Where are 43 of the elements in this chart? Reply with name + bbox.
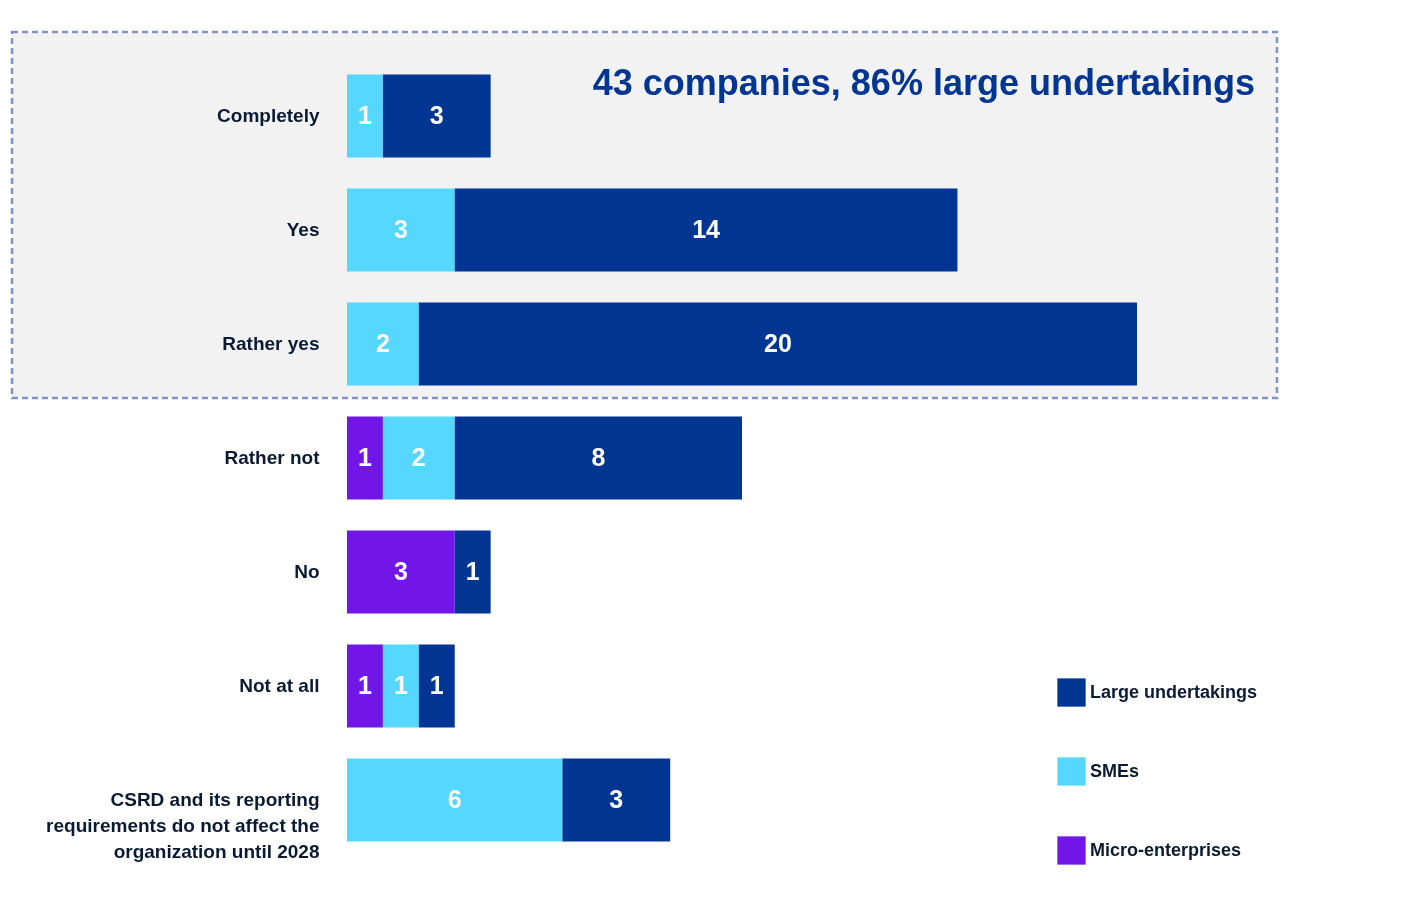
data-label: 3 bbox=[609, 784, 624, 813]
bar bbox=[382, 416, 455, 500]
y-tick-label: Rather not bbox=[224, 447, 321, 468]
bar bbox=[347, 644, 383, 728]
data-label: 3 bbox=[393, 215, 408, 244]
bar bbox=[382, 74, 491, 158]
legend-label: Micro-enterprises bbox=[1090, 839, 1242, 860]
bar bbox=[418, 302, 1137, 386]
data-label: 2 bbox=[375, 329, 390, 357]
legend-label: SMEs bbox=[1090, 760, 1140, 781]
bar bbox=[454, 188, 958, 272]
bar bbox=[418, 644, 455, 728]
bar bbox=[454, 416, 742, 500]
data-label: 1 bbox=[358, 101, 372, 130]
data-label: 3 bbox=[429, 101, 444, 130]
y-tick-label: CSRD and its reporting requirements do not affect the organization until 2028 bbox=[46, 788, 320, 862]
data-label: 1 bbox=[429, 670, 444, 699]
bar bbox=[347, 302, 419, 386]
bar bbox=[347, 530, 455, 614]
band-label: 43 companies, 86% large undertakings bbox=[592, 62, 1255, 104]
bar bbox=[347, 416, 383, 500]
bar bbox=[454, 530, 491, 614]
bar bbox=[347, 758, 563, 842]
y-tick-label: Completely bbox=[217, 105, 320, 127]
legend-label: Large undertakings bbox=[1090, 681, 1258, 702]
data-label: 6 bbox=[447, 784, 462, 813]
bar bbox=[562, 758, 671, 842]
data-label: 8 bbox=[591, 443, 606, 471]
data-label: 1 bbox=[358, 670, 372, 699]
y-tick-label: No bbox=[294, 561, 320, 582]
data-label: 1 bbox=[393, 670, 408, 699]
y-tick-label: Not at all bbox=[239, 674, 320, 696]
data-label: 3 bbox=[393, 557, 408, 585]
bar bbox=[347, 188, 455, 272]
bar bbox=[382, 644, 419, 728]
data-label: 20 bbox=[764, 329, 792, 357]
data-label: 1 bbox=[465, 557, 480, 585]
y-tick-label: Yes bbox=[286, 219, 320, 241]
data-label: 14 bbox=[692, 215, 721, 244]
data-label: 1 bbox=[358, 443, 372, 471]
bar bbox=[347, 74, 383, 158]
data-label: 2 bbox=[411, 443, 426, 471]
y-tick-label: Rather yes bbox=[222, 333, 320, 354]
